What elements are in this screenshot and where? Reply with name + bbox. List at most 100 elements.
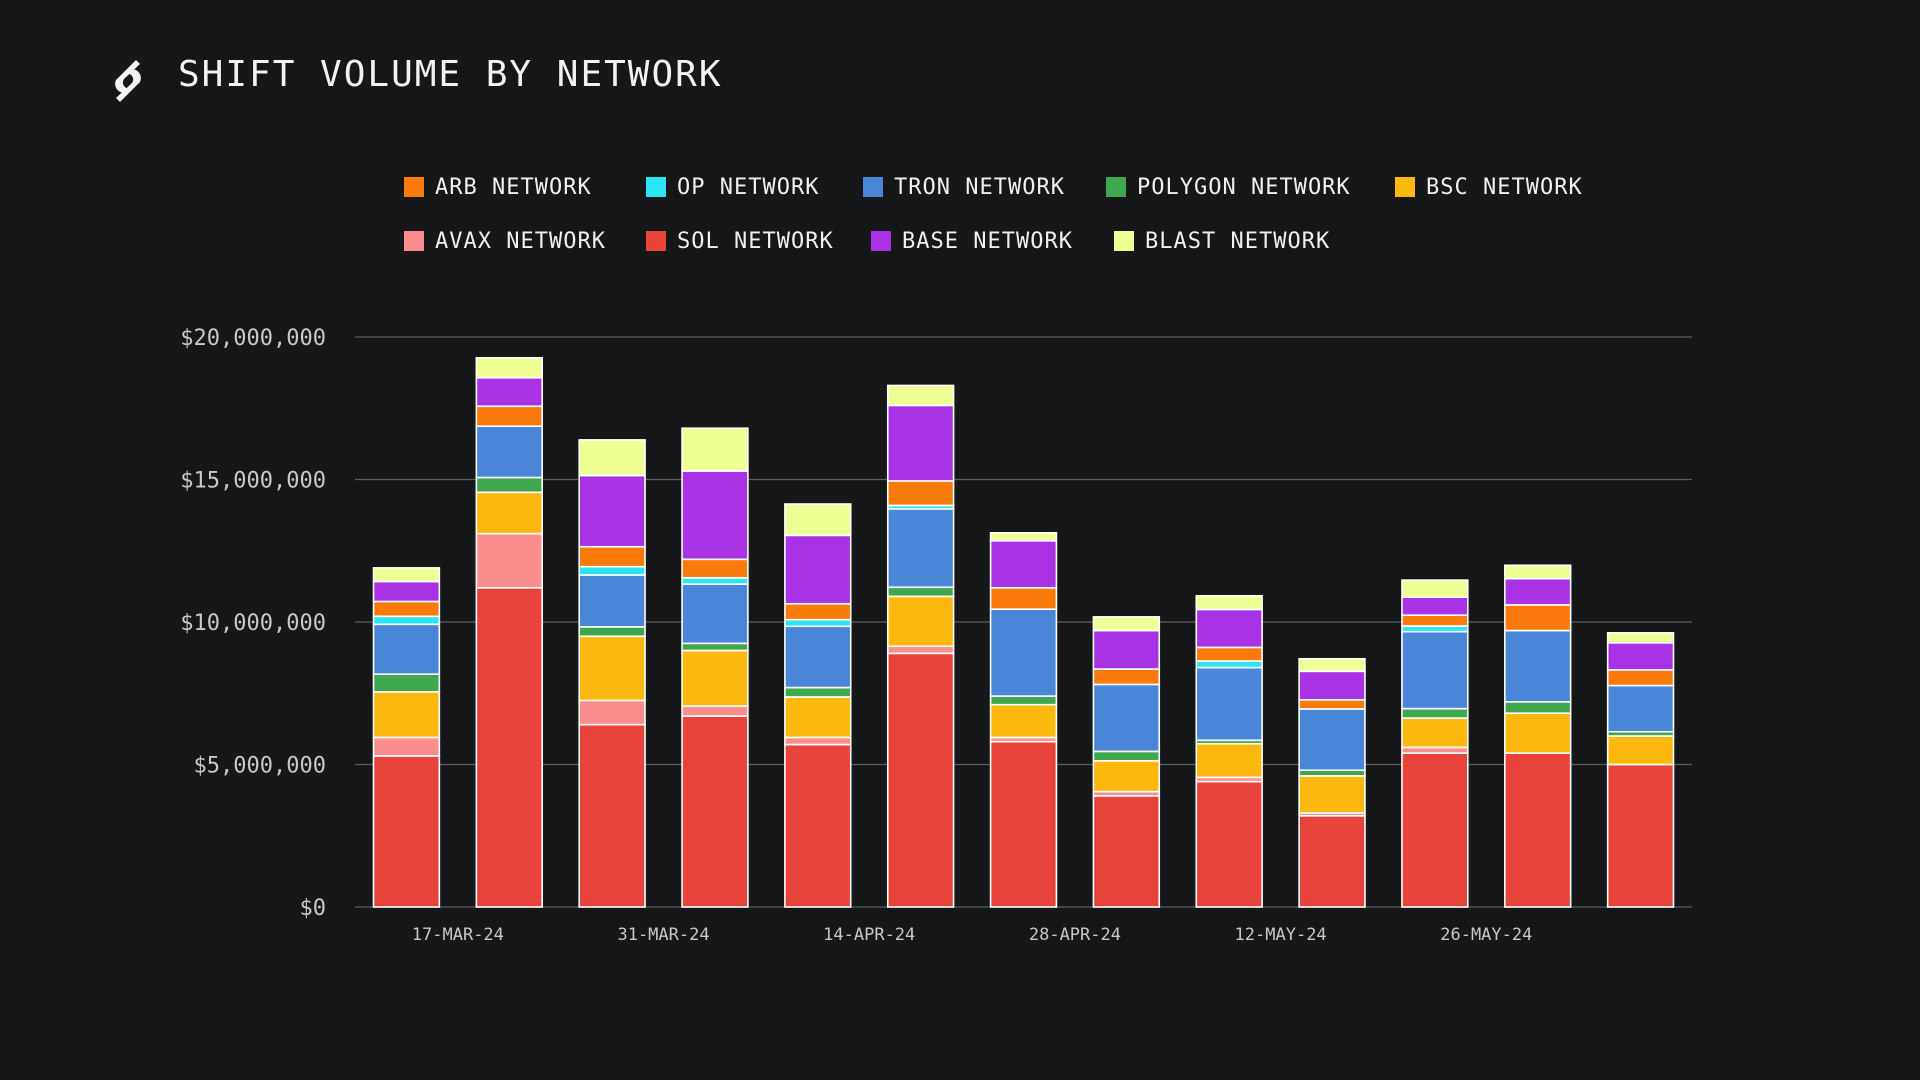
bar-segment[interactable] — [1504, 700, 1572, 714]
bar-segment[interactable] — [681, 583, 749, 645]
bar-segment[interactable] — [784, 696, 852, 739]
bar-segment[interactable] — [681, 577, 749, 585]
bar-segment[interactable] — [989, 608, 1058, 697]
bar-segment[interactable] — [1195, 646, 1263, 662]
bar-segment[interactable] — [784, 503, 852, 537]
bar-segment[interactable] — [784, 743, 852, 908]
bar-stack[interactable] — [886, 384, 955, 908]
bar-segment[interactable] — [1092, 759, 1161, 793]
bar-segment[interactable] — [475, 476, 543, 494]
legend-item-polygon[interactable]: POLYGON NETWORK — [1106, 175, 1395, 200]
bar-segment[interactable] — [784, 618, 852, 628]
bar-segment[interactable] — [1195, 660, 1263, 669]
bar-segment[interactable] — [1504, 752, 1572, 908]
bar-segment[interactable] — [578, 545, 646, 568]
bar-segment[interactable] — [372, 600, 441, 618]
bar-segment[interactable] — [784, 625, 852, 689]
bar-segment[interactable] — [1504, 577, 1572, 606]
bar-segment[interactable] — [989, 539, 1058, 589]
bar-segment[interactable] — [989, 703, 1058, 739]
bar-segment[interactable] — [1504, 629, 1572, 703]
bar-segment[interactable] — [1092, 795, 1161, 908]
bar-segment[interactable] — [886, 586, 955, 598]
bar-stack[interactable] — [1606, 632, 1675, 908]
bar-segment[interactable] — [681, 470, 749, 561]
bar-segment[interactable] — [475, 425, 543, 479]
bar-segment[interactable] — [1606, 763, 1675, 908]
bar-segment[interactable] — [681, 558, 749, 579]
bar-segment[interactable] — [1401, 625, 1469, 633]
bar-segment[interactable] — [1401, 579, 1469, 599]
bar-segment[interactable] — [784, 686, 852, 698]
bar-segment[interactable] — [989, 695, 1058, 706]
legend-item-base[interactable]: BASE NETWORK — [871, 229, 1114, 254]
bar-segment[interactable] — [886, 480, 955, 507]
bar-segment[interactable] — [372, 623, 441, 675]
bar-segment[interactable] — [1298, 814, 1366, 908]
bar-segment[interactable] — [578, 635, 646, 702]
bar-segment[interactable] — [372, 567, 441, 583]
bar-segment[interactable] — [1195, 742, 1263, 779]
bar-segment[interactable] — [1504, 604, 1572, 632]
bar-segment[interactable] — [578, 699, 646, 726]
bar-segment[interactable] — [989, 531, 1058, 542]
bar-stack[interactable] — [1195, 594, 1263, 908]
bar-segment[interactable] — [1606, 632, 1675, 644]
bar-segment[interactable] — [578, 574, 646, 628]
bar-segment[interactable] — [578, 439, 646, 477]
bar-segment[interactable] — [886, 404, 955, 482]
bar-stack[interactable] — [1504, 564, 1572, 908]
bar-segment[interactable] — [475, 357, 543, 379]
bar-stack[interactable] — [1401, 579, 1469, 908]
bar-segment[interactable] — [1298, 657, 1366, 673]
bar-segment[interactable] — [372, 736, 441, 757]
bar-segment[interactable] — [1092, 750, 1161, 762]
bar-segment[interactable] — [784, 602, 852, 621]
bar-segment[interactable] — [1504, 564, 1572, 580]
bar-segment[interactable] — [1504, 712, 1572, 754]
bar-segment[interactable] — [681, 427, 749, 472]
bar-segment[interactable] — [886, 652, 955, 908]
bar-segment[interactable] — [475, 532, 543, 589]
bar-segment[interactable] — [681, 705, 749, 717]
bar-segment[interactable] — [1298, 775, 1366, 814]
bar-segment[interactable] — [1195, 780, 1263, 908]
bar-segment[interactable] — [578, 723, 646, 908]
bar-segment[interactable] — [886, 384, 955, 407]
bar-segment[interactable] — [1401, 752, 1469, 908]
bar-segment[interactable] — [372, 673, 441, 693]
bar-segment[interactable] — [1606, 735, 1675, 766]
bar-segment[interactable] — [1195, 608, 1263, 649]
bar-segment[interactable] — [1298, 670, 1366, 701]
bar-segment[interactable] — [475, 491, 543, 535]
bar-segment[interactable] — [1298, 708, 1366, 771]
bar-stack[interactable] — [784, 503, 852, 908]
bar-segment[interactable] — [475, 376, 543, 408]
bar-segment[interactable] — [886, 645, 955, 655]
bar-stack[interactable] — [578, 439, 646, 908]
legend-item-sol[interactable]: SOL NETWORK — [646, 229, 871, 254]
bar-segment[interactable] — [681, 649, 749, 707]
legend-item-arb[interactable]: ARB NETWORK — [404, 175, 646, 200]
bar-segment[interactable] — [372, 615, 441, 626]
bar-segment[interactable] — [372, 691, 441, 739]
bar-segment[interactable] — [1401, 707, 1469, 719]
legend-item-op[interactable]: OP NETWORK — [646, 175, 863, 200]
bar-segment[interactable] — [886, 595, 955, 648]
bar-segment[interactable] — [989, 740, 1058, 908]
bar-segment[interactable] — [372, 755, 441, 908]
bar-segment[interactable] — [1401, 717, 1469, 749]
bar-segment[interactable] — [681, 715, 749, 908]
bar-segment[interactable] — [372, 580, 441, 603]
bar-segment[interactable] — [1606, 684, 1675, 733]
legend-item-blast[interactable]: BLAST NETWORK — [1114, 229, 1330, 254]
bar-stack[interactable] — [681, 427, 749, 908]
legend-item-tron[interactable]: TRON NETWORK — [863, 175, 1106, 200]
bar-stack[interactable] — [1298, 657, 1366, 908]
bar-stack[interactable] — [1092, 616, 1161, 908]
bar-segment[interactable] — [1401, 596, 1469, 616]
bar-stack[interactable] — [989, 531, 1058, 908]
bar-stack[interactable] — [475, 357, 543, 908]
bar-segment[interactable] — [784, 736, 852, 746]
legend-item-bsc[interactable]: BSC NETWORK — [1395, 175, 1583, 200]
